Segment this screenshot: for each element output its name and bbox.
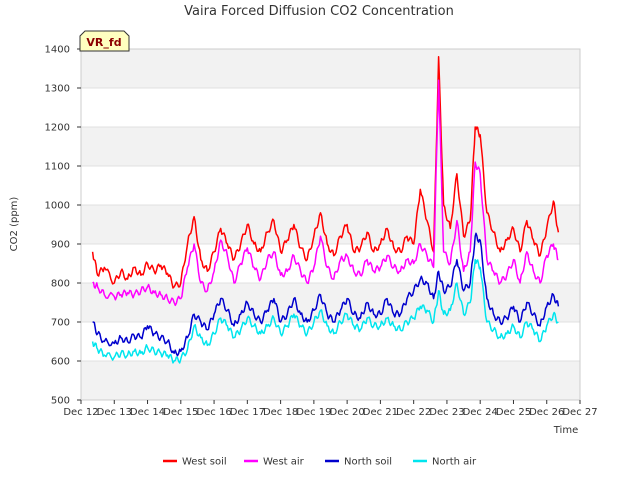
y-tick-label: 900 — [51, 240, 70, 251]
x-tick-label: Dec 22 — [396, 407, 431, 418]
plot-band — [81, 361, 580, 400]
x-tick-label: Dec 18 — [263, 407, 298, 418]
x-tick-label: Dec 21 — [363, 407, 398, 418]
y-tick-label: 1400 — [45, 45, 70, 56]
x-tick-label: Dec 26 — [529, 407, 564, 418]
plot-band — [81, 127, 580, 166]
legend-label-north-air: North air — [432, 457, 477, 468]
x-tick-label: Dec 23 — [429, 407, 464, 418]
x-tick-label: Dec 12 — [63, 407, 98, 418]
x-tick-label: Dec 20 — [330, 407, 365, 418]
x-tick-label: Dec 25 — [496, 407, 531, 418]
series-line-west-air — [92, 79, 559, 307]
y-tick-label: 700 — [51, 318, 70, 329]
x-tick-label: Dec 15 — [163, 407, 198, 418]
x-tick-label: Dec 16 — [196, 407, 231, 418]
y-axis-label: CO2 (ppm) — [9, 197, 20, 252]
y-tick-label: 1200 — [45, 123, 70, 134]
x-tick-label: Dec 24 — [463, 407, 498, 418]
legend-label-west-soil: West soil — [182, 457, 227, 468]
badge-box — [79, 30, 130, 52]
plot-band — [81, 49, 580, 88]
series-line-west-soil — [91, 56, 560, 289]
series-lines — [91, 56, 560, 364]
x-axis-label: Time — [553, 425, 578, 436]
x-tick-label: Dec 14 — [130, 407, 165, 418]
chart-title: Vaira Forced Diffusion CO2 Concentration — [184, 4, 454, 19]
plot-background-bands — [81, 49, 580, 400]
y-tick-label: 1000 — [45, 201, 70, 212]
legend-label-north-soil: North soil — [344, 457, 392, 468]
x-tick-label: Dec 17 — [230, 407, 265, 418]
legend-label-west-air: West air — [263, 457, 305, 468]
y-tick-label: 800 — [51, 279, 70, 290]
plot-band — [81, 166, 580, 205]
plot-frame — [80, 48, 581, 401]
y-tick-label: 500 — [51, 396, 70, 407]
y-tick-label: 600 — [51, 357, 70, 368]
series-line-north-air — [91, 258, 559, 364]
x-tick-label: Dec 27 — [562, 407, 597, 418]
x-tick-label: Dec 19 — [296, 407, 331, 418]
badge-label: VR_fd — [86, 36, 121, 49]
y-axis-ticks: 500 600 700 800 900 1000 1100 1200 1300 1400 — [45, 45, 81, 407]
y-tick-label: 1100 — [45, 162, 70, 173]
series-line-north-soil — [92, 232, 560, 357]
x-tick-label: Dec 13 — [97, 407, 132, 418]
plot-band — [81, 88, 580, 127]
legend: West soil West air North soil North air — [163, 457, 477, 468]
plot-band — [81, 205, 580, 244]
site-badge: VR_fd — [79, 30, 130, 52]
y-tick-label: 1300 — [45, 84, 70, 95]
